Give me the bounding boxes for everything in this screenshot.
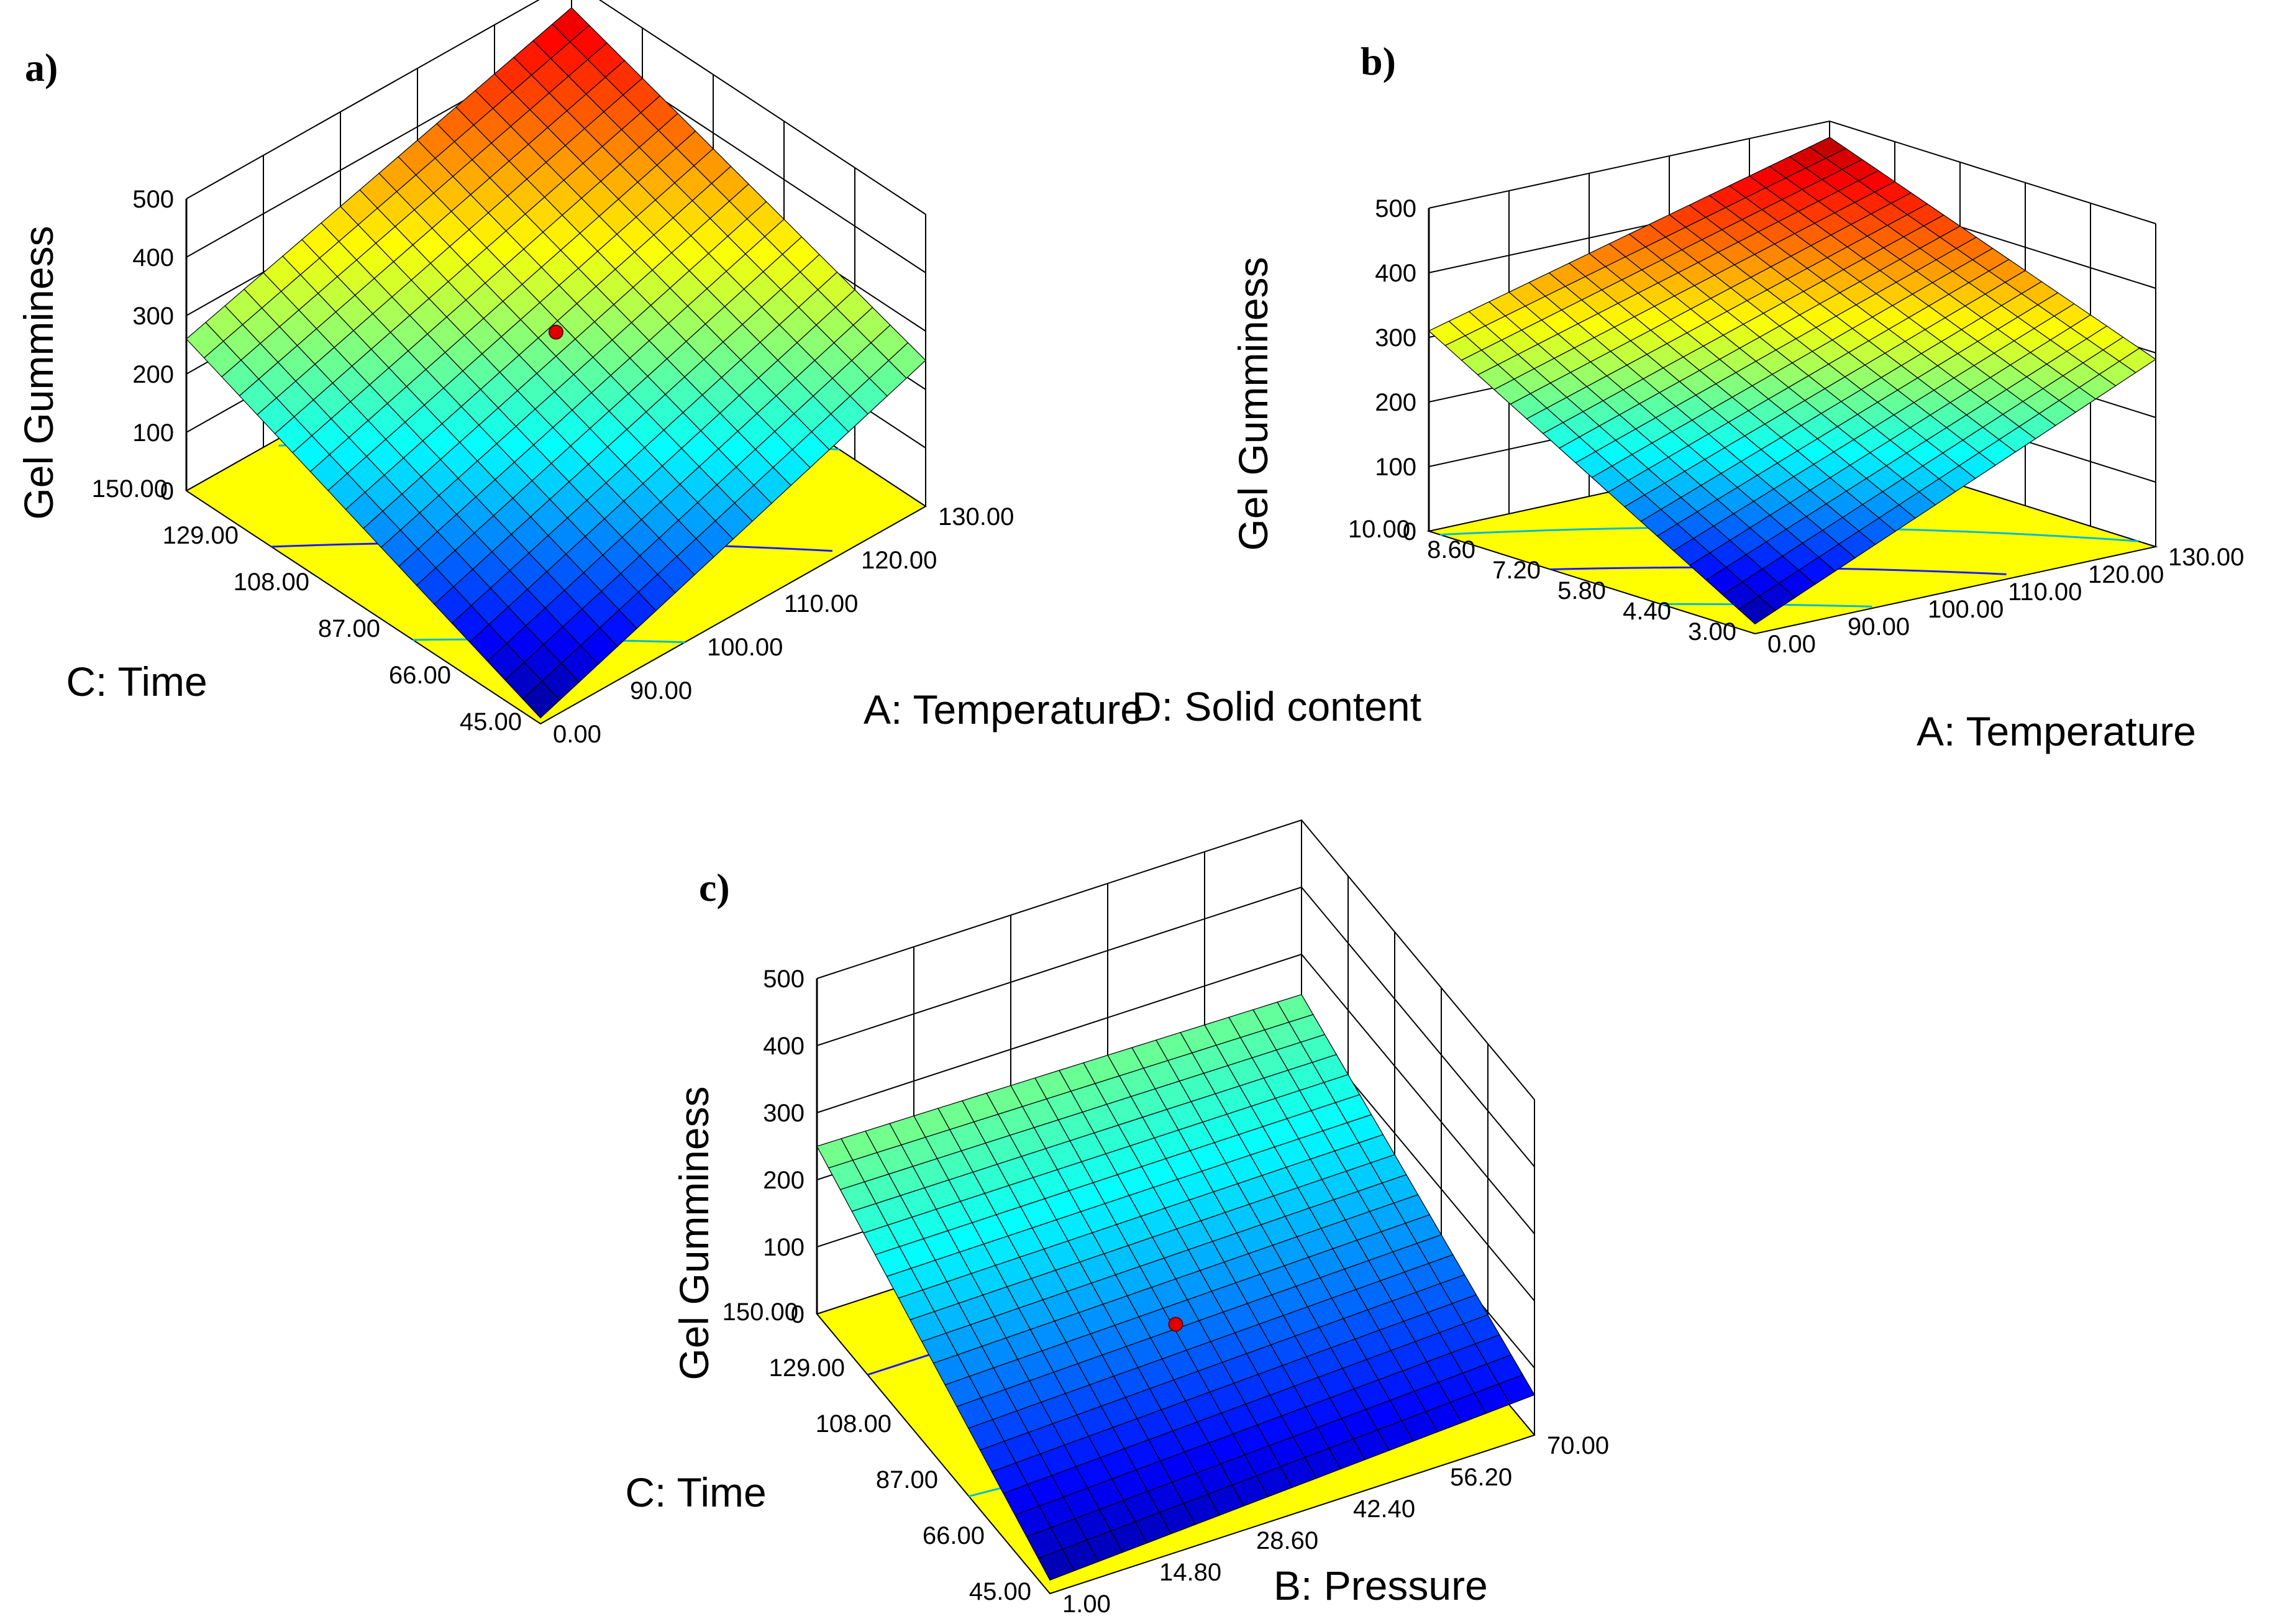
z-tick-label: 400 xyxy=(132,244,174,271)
y-tick-label: 4.40 xyxy=(1623,598,1671,625)
y-tick-label: 108.00 xyxy=(234,568,309,596)
z-tick-label: 200 xyxy=(1375,389,1416,416)
chart-panel-b: 0 100 200 300 400 500 0.00 90.00 100.00110.00120… xyxy=(1132,39,2244,754)
surface-facet xyxy=(1738,596,1776,625)
z-axis-title: Gel Gumminess xyxy=(16,226,62,519)
y-tick-label: 66.00 xyxy=(923,1522,985,1549)
z-axis-title: Gel Gumminess xyxy=(671,1086,717,1380)
z-tick-label: 500 xyxy=(763,965,805,993)
x-tick-label: 100.00 xyxy=(1928,596,2004,623)
z-tick-label: 300 xyxy=(763,1100,805,1127)
x-tick-label: 120.00 xyxy=(2088,561,2164,588)
y-tick-label: 129.00 xyxy=(769,1354,845,1382)
design-point xyxy=(1168,1316,1183,1332)
z-tick-label: 400 xyxy=(1375,260,1416,287)
x-axis-title: B: Pressure xyxy=(1274,1562,1488,1608)
z-tick-label: 100 xyxy=(1375,454,1416,481)
x-tick-label: 1.00 xyxy=(1062,1590,1111,1618)
x-tick-label: 28.60 xyxy=(1256,1527,1318,1554)
y-tick-label: 8.60 xyxy=(1427,536,1475,563)
x-tick-label: 42.40 xyxy=(1353,1495,1415,1523)
surface-facet xyxy=(522,680,560,719)
x-tick-label: 90.00 xyxy=(1848,613,1910,641)
response-surface xyxy=(816,994,1535,1581)
z-tick-label: 100 xyxy=(132,419,174,447)
z-tick-label: 500 xyxy=(1375,195,1416,222)
x-tick-label: 0.00 xyxy=(553,721,601,748)
surface-facet xyxy=(1037,1548,1075,1581)
x-axis-title: A: Temperature xyxy=(864,687,1143,732)
y-tick-label: 87.00 xyxy=(318,615,380,642)
y-tick-label: 87.00 xyxy=(876,1466,938,1494)
response-surface xyxy=(1428,137,2157,625)
y-tick-label: 3.00 xyxy=(1688,618,1736,645)
z-tick-label: 100 xyxy=(763,1234,805,1261)
chart-panel-c: 0 100 200 300 400 500 1.00 14.80 28.60 42.40 56.20… xyxy=(625,819,1609,1618)
panel-label: c) xyxy=(699,865,730,910)
z-tick-label: 200 xyxy=(132,361,174,388)
x-tick-label: 90.00 xyxy=(630,677,692,705)
x-tick-label: 110.00 xyxy=(784,590,858,618)
x-tick-label: 14.80 xyxy=(1159,1559,1221,1586)
z-tick-label: 300 xyxy=(1375,324,1416,352)
z-tick-label: 0 xyxy=(791,1301,805,1328)
z-tick-label: 200 xyxy=(763,1167,805,1194)
z-tick-label: 0 xyxy=(1403,518,1416,545)
z-tick-label: 0 xyxy=(160,478,174,505)
z-axis-title: Gel Gumminess xyxy=(1230,257,1276,550)
y-axis-title: C: Time xyxy=(625,1469,766,1515)
z-gridline xyxy=(186,0,926,215)
y-tick-label: 129.00 xyxy=(163,522,239,549)
y-tick-label: 7.20 xyxy=(1492,557,1541,584)
x-tick-label: 0.00 xyxy=(1767,631,1816,658)
chart-panel-a: 0 100 200 300 400 500 0.00 90.00 100.00110.00120… xyxy=(16,0,1143,748)
x-tick-label: 120.00 xyxy=(861,547,937,574)
x-tick-label: 56.20 xyxy=(1450,1464,1512,1491)
panel-label: b) xyxy=(1361,39,1396,83)
z-tick-label: 500 xyxy=(132,186,174,213)
z-tick-label: 400 xyxy=(763,1033,805,1060)
x-tick-label: 130.00 xyxy=(2168,544,2244,571)
y-axis-title: D: Solid content xyxy=(1132,683,1421,729)
y-tick-label: 150.00 xyxy=(723,1298,798,1326)
panel-label: a) xyxy=(25,45,58,89)
y-tick-label: 10.00 xyxy=(1348,516,1410,543)
z-tick-label: 300 xyxy=(132,303,174,330)
response-surface xyxy=(186,7,926,719)
y-tick-label: 108.00 xyxy=(816,1410,891,1438)
y-tick-label: 45.00 xyxy=(969,1578,1031,1605)
y-tick-label: 45.00 xyxy=(460,708,522,736)
y-tick-label: 150.00 xyxy=(92,475,168,503)
x-tick-label: 130.00 xyxy=(938,503,1014,531)
x-tick-label: 110.00 xyxy=(2008,578,2082,606)
x-tick-label: 100.00 xyxy=(707,634,783,661)
x-axis-title: A: Temperature xyxy=(1917,708,2196,754)
design-point xyxy=(549,324,563,340)
y-axis-title: C: Time xyxy=(66,659,207,705)
x-tick-label: 70.00 xyxy=(1547,1432,1609,1459)
y-tick-label: 66.00 xyxy=(389,662,451,689)
y-tick-label: 5.80 xyxy=(1557,577,1606,604)
